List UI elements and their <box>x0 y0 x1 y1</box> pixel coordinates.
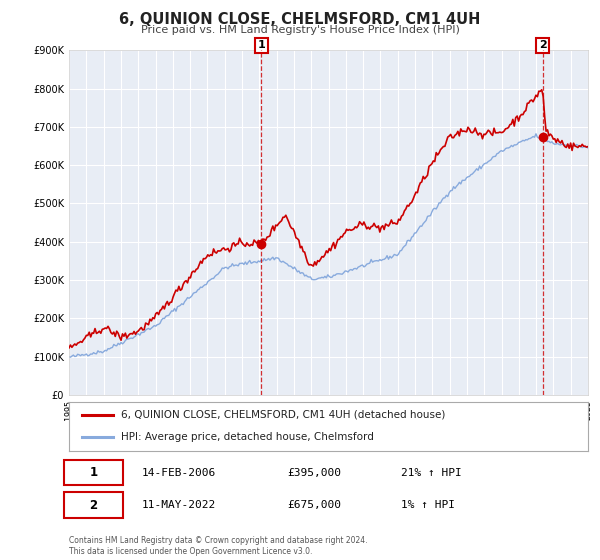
Text: 1% ↑ HPI: 1% ↑ HPI <box>401 500 455 510</box>
Text: 1: 1 <box>257 40 265 50</box>
Text: £675,000: £675,000 <box>287 500 341 510</box>
Text: 14-FEB-2006: 14-FEB-2006 <box>142 468 216 478</box>
FancyBboxPatch shape <box>64 492 124 518</box>
Text: Price paid vs. HM Land Registry's House Price Index (HPI): Price paid vs. HM Land Registry's House … <box>140 25 460 35</box>
Text: 2: 2 <box>539 40 547 50</box>
Text: 6, QUINION CLOSE, CHELMSFORD, CM1 4UH: 6, QUINION CLOSE, CHELMSFORD, CM1 4UH <box>119 12 481 27</box>
Text: 21% ↑ HPI: 21% ↑ HPI <box>401 468 462 478</box>
Text: 6, QUINION CLOSE, CHELMSFORD, CM1 4UH (detached house): 6, QUINION CLOSE, CHELMSFORD, CM1 4UH (d… <box>121 410 445 420</box>
Text: 11-MAY-2022: 11-MAY-2022 <box>142 500 216 510</box>
Text: £395,000: £395,000 <box>287 468 341 478</box>
Text: HPI: Average price, detached house, Chelmsford: HPI: Average price, detached house, Chel… <box>121 432 374 442</box>
Text: Contains HM Land Registry data © Crown copyright and database right 2024.
This d: Contains HM Land Registry data © Crown c… <box>69 536 367 556</box>
Text: 1: 1 <box>89 466 98 479</box>
FancyBboxPatch shape <box>64 460 124 486</box>
Text: 2: 2 <box>89 498 98 512</box>
